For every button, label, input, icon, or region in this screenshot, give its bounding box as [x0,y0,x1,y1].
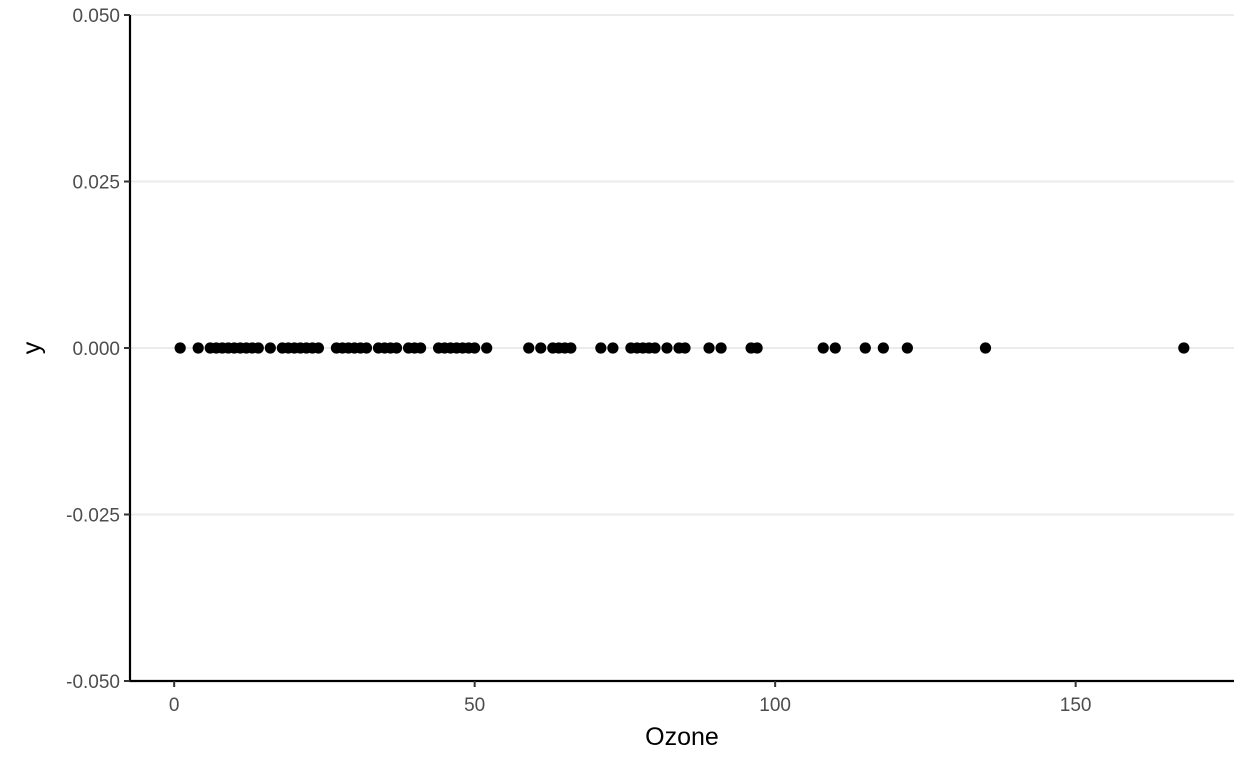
data-point [595,342,607,354]
data-point [565,342,577,354]
y-axis-title: y [18,341,46,354]
data-point [192,342,204,354]
x-axis-title: Ozone [645,723,719,751]
data-point [252,342,264,354]
data-point [607,342,619,354]
data-point [829,342,841,354]
data-point [979,342,992,354]
data-point [414,342,427,354]
data-points [174,342,1190,354]
y-tick-label: -0.025 [66,506,120,527]
data-point [469,342,481,354]
data-point [312,342,325,354]
data-point [817,342,829,354]
data-point [1178,342,1190,354]
y-tick-label: 0.050 [72,6,120,27]
x-tick-label: 150 [1060,695,1092,716]
y-tick-label: 0.025 [72,173,120,194]
x-tick-label: 50 [464,695,485,716]
data-point [715,342,727,354]
axes: -0.050 -0.025 0.000 0.025 0.050 0 50 100 150 [66,6,1234,716]
data-point [264,342,276,354]
data-point [661,342,673,354]
y-tick-label: -0.050 [66,672,120,693]
data-point [877,342,889,354]
data-point [535,342,547,354]
data-point [859,342,871,354]
data-point [649,342,661,354]
y-tick-label: 0.000 [72,339,120,360]
data-point [751,342,763,354]
data-point [390,342,403,354]
data-point [360,342,373,354]
data-point [481,342,493,354]
data-point [679,342,691,354]
data-point [703,342,715,354]
data-point [901,342,913,354]
data-point [523,342,535,354]
x-tick-label: 0 [169,695,180,716]
data-point [174,342,186,354]
x-tick-label: 100 [759,695,791,716]
